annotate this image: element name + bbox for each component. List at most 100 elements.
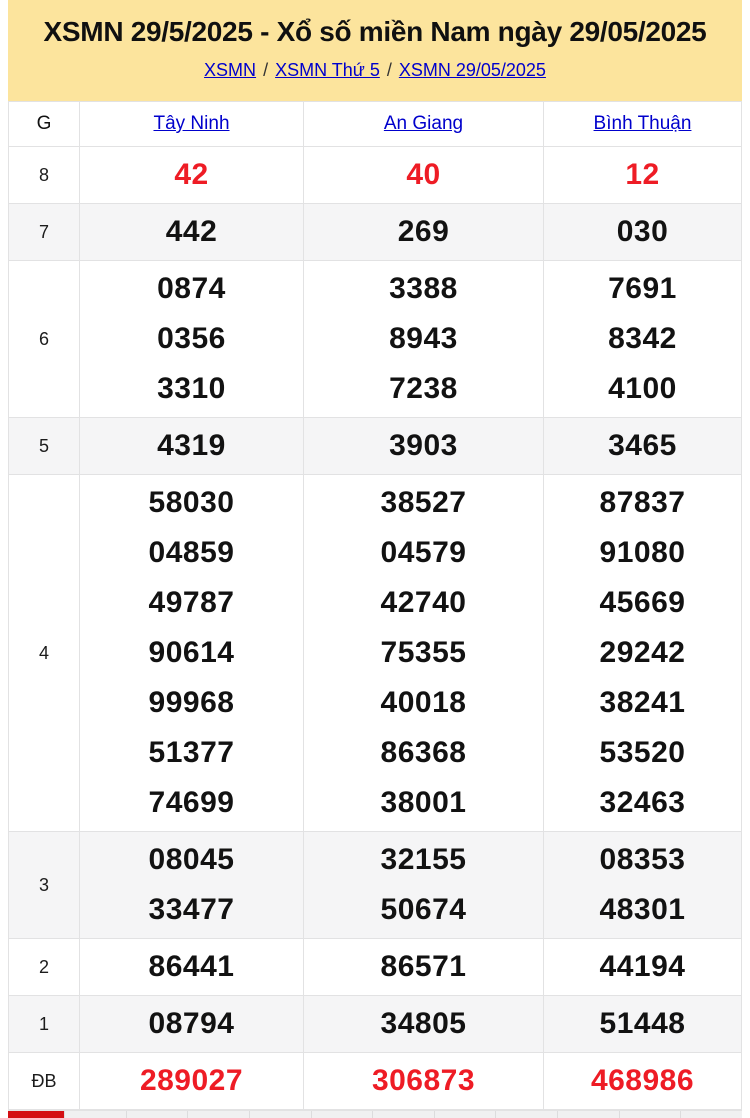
prize-number: 269 — [397, 215, 450, 248]
next-table-cell — [618, 1111, 681, 1118]
prize-number: 38001 — [380, 786, 467, 819]
prize-numbers-cell: 86571 — [303, 938, 544, 996]
next-table-cell — [680, 1111, 742, 1118]
prize-number: 90614 — [148, 636, 235, 669]
next-table-cell — [495, 1111, 558, 1118]
prize-number: 12 — [625, 158, 660, 191]
prize-row-1: 1 08794 34805 51448 — [8, 995, 742, 1053]
province-header-binh-thuan: Bình Thuận — [543, 101, 742, 147]
prize-column-header: G — [8, 101, 80, 147]
table-header-row: G Tây Ninh An Giang Bình Thuận — [8, 101, 742, 147]
prize-number: 0874 — [157, 272, 226, 305]
province-link-tay-ninh[interactable]: Tây Ninh — [153, 113, 230, 134]
prize-number: 48301 — [599, 893, 686, 926]
prize-number: 7238 — [389, 372, 458, 405]
prize-row-6: 6 0874 0356 3310 3388 8943 7238 7691 8342 4100 — [8, 260, 742, 418]
prize-numbers-cell: 86441 — [79, 938, 304, 996]
prize-number: 3903 — [389, 429, 458, 462]
next-table-cell — [187, 1111, 249, 1118]
prize-number: 38241 — [599, 686, 686, 719]
prize-label: 7 — [8, 203, 80, 261]
prize-number: 33477 — [148, 893, 235, 926]
prize-number: 32155 — [380, 843, 467, 876]
prize-number: 306873 — [371, 1064, 476, 1097]
page-title: XSMN 29/5/2025 - Xổ số miền Nam ngày 29/… — [43, 16, 707, 47]
prize-number: 75355 — [380, 636, 467, 669]
prize-numbers-cell: 0874 0356 3310 — [79, 260, 304, 418]
prize-number: 38527 — [380, 486, 467, 519]
prize-numbers-cell: 3465 — [543, 417, 742, 475]
prize-label: 3 — [8, 831, 80, 939]
prize-numbers-cell: 12 — [543, 146, 742, 204]
page-header: XSMN 29/5/2025 - Xổ số miền Nam ngày 29/… — [8, 0, 742, 101]
prize-label: ĐB — [8, 1052, 80, 1110]
prize-number: 42740 — [380, 586, 467, 619]
prize-numbers-cell: 87837 91080 45669 29242 38241 53520 32463 — [543, 474, 742, 832]
prize-numbers-cell: 51448 — [543, 995, 742, 1053]
prize-number: 50674 — [380, 893, 467, 926]
prize-numbers-cell: 38527 04579 42740 75355 40018 86368 38001 — [303, 474, 544, 832]
prize-row-5: 5 4319 3903 3465 — [8, 417, 742, 475]
breadcrumb-separator: / — [263, 60, 269, 80]
next-table-cell — [310, 1111, 373, 1118]
prize-number: 34805 — [380, 1007, 467, 1040]
prize-numbers-cell: 442 — [79, 203, 304, 261]
prize-row-8: 8 42 40 12 — [8, 146, 742, 204]
prize-numbers-cell: 42 — [79, 146, 304, 204]
province-link-binh-thuan[interactable]: Bình Thuận — [593, 113, 692, 134]
breadcrumb-link-xsmn-date[interactable]: XSMN 29/05/2025 — [398, 60, 546, 80]
prize-label: 5 — [8, 417, 80, 475]
prize-numbers-cell: 32155 50674 — [303, 831, 544, 939]
prize-label: 6 — [8, 260, 80, 418]
prize-number: 030 — [616, 215, 669, 248]
prize-number: 4100 — [608, 372, 677, 405]
prize-number: 468986 — [590, 1064, 695, 1097]
prize-label: 2 — [8, 938, 80, 996]
prize-numbers-cell: 468986 — [543, 1052, 742, 1110]
prize-numbers-cell: 289027 — [79, 1052, 304, 1110]
prize-row-3: 3 08045 33477 32155 50674 08353 48301 — [8, 831, 742, 939]
prize-number: 29242 — [599, 636, 686, 669]
province-header-tay-ninh: Tây Ninh — [79, 101, 304, 147]
prize-number: 40 — [406, 158, 441, 191]
prize-number: 3465 — [608, 429, 677, 462]
prize-number: 53520 — [599, 736, 686, 769]
breadcrumb-link-xsmn[interactable]: XSMN — [204, 60, 257, 80]
prize-numbers-cell: 269 — [303, 203, 544, 261]
breadcrumb-separator: / — [386, 60, 392, 80]
prize-number: 44194 — [599, 950, 686, 983]
prize-numbers-cell: 3388 8943 7238 — [303, 260, 544, 418]
prize-number: 49787 — [148, 586, 235, 619]
prize-numbers-cell: 4319 — [79, 417, 304, 475]
next-table-cell — [372, 1111, 434, 1118]
prize-number: 442 — [165, 215, 218, 248]
breadcrumb: XSMN / XSMN Thứ 5 / XSMN 29/05/2025 — [12, 60, 738, 81]
prize-numbers-cell: 030 — [543, 203, 742, 261]
next-table-highlighted-cell — [8, 1111, 64, 1118]
prize-numbers-cell: 44194 — [543, 938, 742, 996]
prize-row-2: 2 86441 86571 44194 — [8, 938, 742, 996]
prize-number: 86368 — [380, 736, 467, 769]
next-table-cell — [248, 1111, 311, 1118]
prize-number: 42 — [174, 158, 209, 191]
prize-row-ĐB: ĐB 289027 306873 468986 — [8, 1052, 742, 1110]
prize-numbers-cell: 3903 — [303, 417, 544, 475]
prize-numbers-cell: 08353 48301 — [543, 831, 742, 939]
next-table-cell — [557, 1111, 619, 1118]
prize-numbers-cell: 34805 — [303, 995, 544, 1053]
prize-number: 3388 — [389, 272, 458, 305]
prize-label: 1 — [8, 995, 80, 1053]
province-link-an-giang[interactable]: An Giang — [383, 113, 464, 134]
prize-number: 91080 — [599, 536, 686, 569]
page: XSMN 29/5/2025 - Xổ số miền Nam ngày 29/… — [8, 0, 742, 1118]
breadcrumb-link-xsmn-thu5[interactable]: XSMN Thứ 5 — [275, 60, 380, 80]
prize-number: 4319 — [157, 429, 226, 462]
next-table-partial — [8, 1110, 742, 1118]
prize-row-4: 4 58030 04859 49787 90614 99968 51377 74699 3852… — [8, 474, 742, 832]
prize-number: 3310 — [157, 372, 226, 405]
next-table-cell — [125, 1111, 188, 1118]
prize-number: 08794 — [148, 1007, 235, 1040]
prize-number: 99968 — [148, 686, 235, 719]
prize-number: 86571 — [380, 950, 467, 983]
prize-numbers-cell: 08794 — [79, 995, 304, 1053]
